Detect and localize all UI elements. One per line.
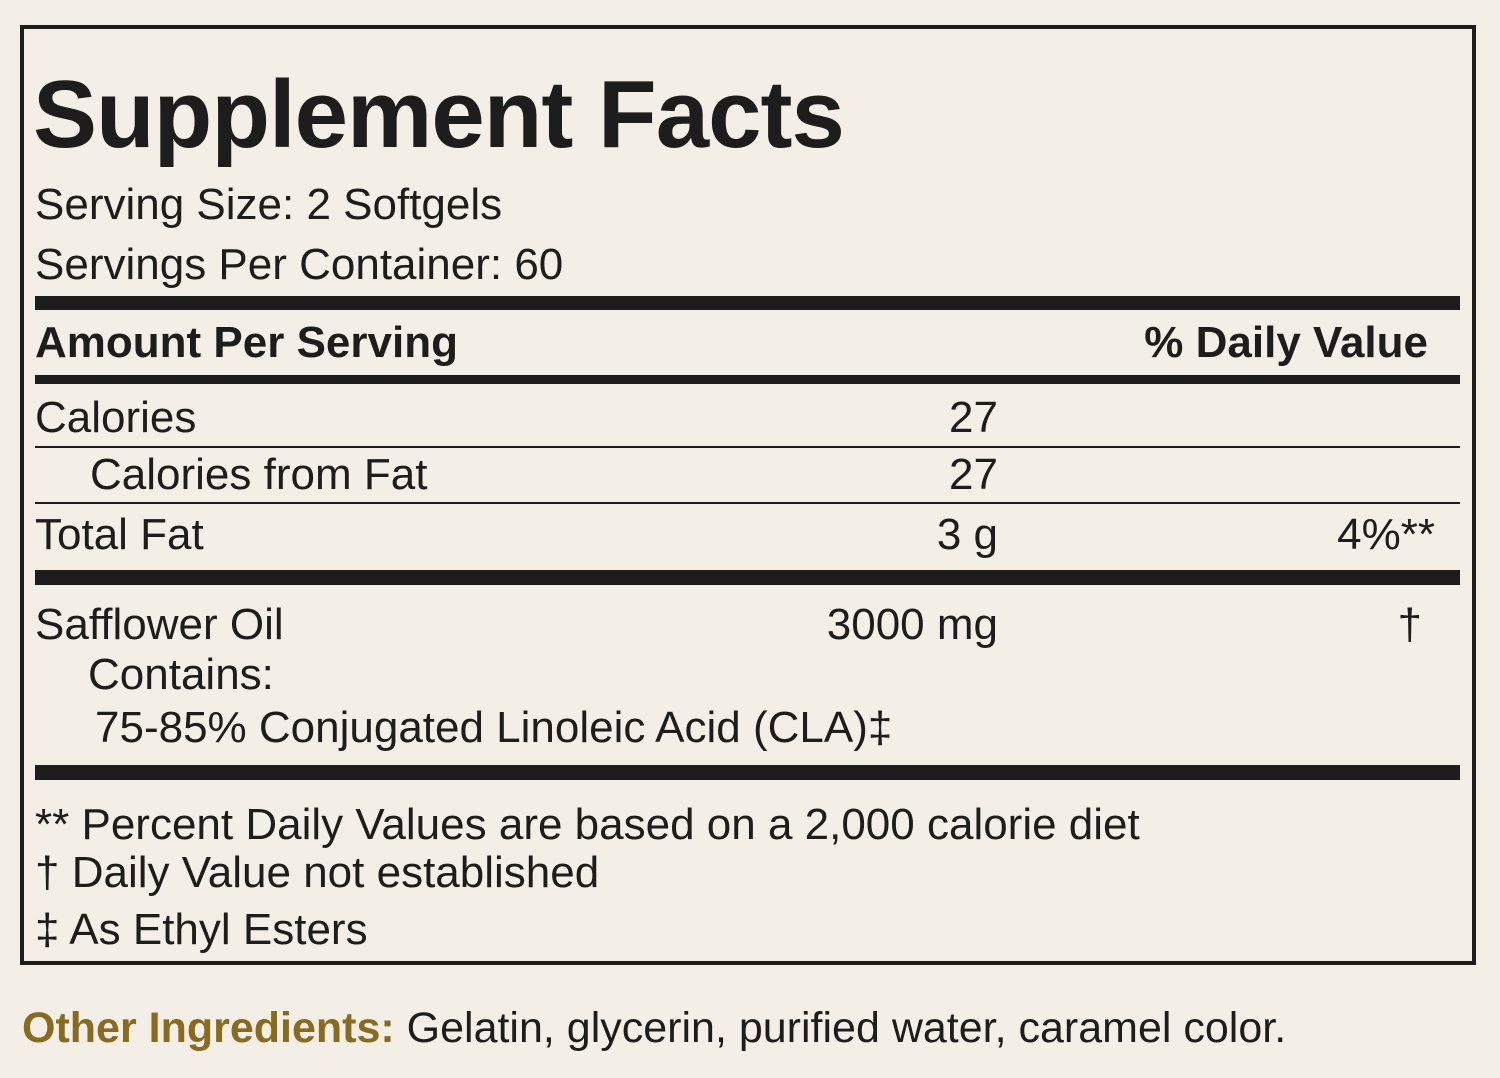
divider [35, 765, 1460, 780]
footnote: † Daily Value not established [35, 848, 600, 897]
divider [35, 446, 1460, 448]
row-name: Total Fat [35, 510, 204, 559]
other-ingredients: Other Ingredients: Gelatin, glycerin, pu… [22, 1003, 1286, 1053]
other-ingredients-label: Other Ingredients: [22, 1004, 395, 1052]
divider [35, 296, 1460, 310]
row-amount: 27 [949, 393, 998, 442]
row-daily-value: 4%** [1337, 510, 1435, 559]
contains: Contains: [88, 650, 274, 699]
row-name: Calories [35, 393, 197, 442]
footnote: ‡ As Ethyl Esters [35, 905, 368, 954]
row-amount: 3000 mg [826, 600, 998, 649]
row-daily-value: † [1397, 600, 1422, 649]
servings-per-container: Servings Per Container: 60 [35, 240, 564, 289]
contains-item: 75-85% Conjugated Linoleic Acid (CLA)‡ [95, 703, 893, 752]
header-daily-value: % Daily Value [1144, 318, 1428, 367]
row-amount: 27 [949, 450, 998, 499]
label-border [20, 25, 1476, 965]
row-name: Safflower Oil [35, 600, 284, 649]
divider [35, 570, 1460, 585]
row-amount: 3 g [936, 510, 998, 559]
divider [35, 375, 1460, 384]
title: Supplement Facts [33, 61, 845, 168]
header-amount: Amount Per Serving [35, 318, 458, 367]
footnote: ** Percent Daily Values are based on a 2… [35, 800, 1140, 849]
serving-size: Serving Size: 2 Softgels [35, 180, 503, 229]
divider [35, 502, 1460, 504]
row-name: Calories from Fat [90, 450, 428, 499]
other-ingredients-text: Gelatin, glycerin, purified water, caram… [406, 1004, 1287, 1052]
